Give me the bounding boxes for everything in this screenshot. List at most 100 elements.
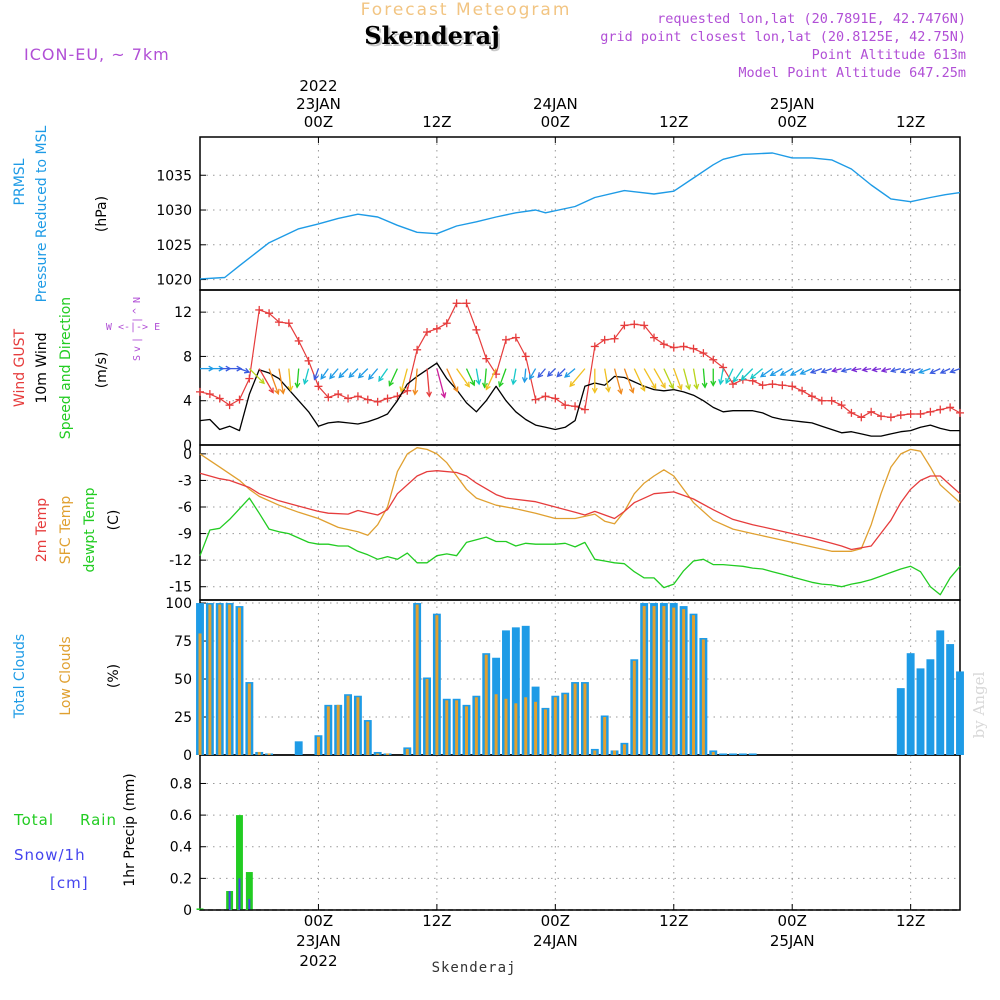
- arrow-shaft: [547, 368, 556, 377]
- arrow-head: [348, 372, 355, 379]
- gust-marker: [640, 321, 649, 330]
- gust-marker: [886, 413, 895, 422]
- arrow-shaft: [725, 368, 734, 384]
- low-cloud-bar: [543, 709, 547, 755]
- arrow-shaft: [268, 368, 279, 395]
- total-cloud-bar: [946, 644, 955, 755]
- arrow-head: [556, 371, 563, 378]
- gust-marker: [896, 411, 905, 420]
- arrow-shaft: [891, 367, 901, 372]
- arrow-head: [399, 386, 406, 393]
- arrow-head: [368, 374, 374, 381]
- wind-direction-arrow: [388, 368, 398, 387]
- gust-marker: [531, 395, 540, 404]
- arrow-head: [660, 382, 666, 389]
- total-cloud-bar: [719, 753, 728, 755]
- sfc-temp-line: [199, 447, 961, 552]
- total-cloud-bar: [738, 753, 747, 755]
- total-cloud-bar: [373, 751, 382, 755]
- wind-direction-arrow: [831, 367, 842, 373]
- arrow-head: [338, 372, 345, 379]
- arrow-shaft: [258, 368, 274, 393]
- arrow-shaft: [465, 368, 475, 386]
- arrow-shaft: [378, 368, 389, 382]
- wind-direction-arrow: [475, 368, 482, 386]
- gust-marker: [768, 380, 777, 389]
- y-tick-label: -3: [178, 473, 192, 489]
- arrow-shaft: [832, 367, 842, 372]
- bottom-date-label: 25JAN: [770, 932, 815, 950]
- low-cloud-bar: [692, 615, 695, 755]
- wind-direction-arrow: [313, 368, 320, 381]
- gust-marker: [561, 401, 570, 410]
- wind-direction-arrow: [692, 368, 700, 391]
- arrow-shaft: [862, 367, 872, 371]
- gust-marker: [442, 319, 451, 328]
- bottom-date-label: 23JAN: [296, 932, 341, 950]
- wind-direction-arrow: [861, 366, 872, 373]
- y-tick-label: 0: [183, 438, 192, 454]
- arrow-head: [701, 382, 708, 389]
- y-tick-label: 1030: [156, 203, 192, 219]
- y-tick-label: 0: [183, 447, 192, 463]
- top-date-label: 23JAN: [296, 95, 341, 113]
- arrow-head: [313, 374, 319, 381]
- arrow-shaft: [800, 368, 813, 375]
- wind-direction-arrow: [718, 368, 725, 386]
- bottom-time-axis: 00Z 12Z 00Z 12Z 00Z 12Z 23JAN 24JAN 25JAN 2022: [296, 904, 925, 970]
- low-cloud-bar: [672, 607, 676, 755]
- wind-direction-arrow: [789, 368, 803, 376]
- panel-5: 0 0.2 0.4 0.6 0.8: [170, 754, 961, 919]
- compass-up-bar: |: [132, 317, 143, 323]
- wind-direction-arrow: [485, 368, 497, 391]
- arrow-head: [918, 368, 925, 375]
- low-cloud-bar: [474, 697, 478, 755]
- low-cloud-bar: [583, 683, 587, 755]
- wind-direction-arrow: [287, 368, 294, 392]
- gust-marker: [709, 355, 718, 364]
- low-cloud-bar: [267, 753, 271, 755]
- dewpt-temp-label: dewpt Temp: [82, 487, 98, 572]
- arrow-shaft: [498, 368, 507, 387]
- low-cloud-bar: [613, 750, 617, 755]
- low-cloud-bar: [642, 606, 646, 755]
- prmsl-label: PRMSL: [12, 158, 28, 205]
- wind-direction-arrow: [446, 368, 459, 393]
- gust-marker: [817, 396, 826, 405]
- low-cloud-bar: [553, 697, 557, 755]
- arrow-head: [908, 368, 916, 374]
- compass-up-arrow: ^: [132, 308, 143, 314]
- y-tick-label: 0.4: [170, 840, 192, 856]
- gust-marker: [689, 344, 698, 353]
- arrow-shaft: [852, 367, 862, 371]
- top-date-label: 25JAN: [770, 95, 815, 113]
- arrow-head: [732, 376, 739, 383]
- wind-direction-arrow: [779, 368, 793, 376]
- arrow-shaft: [909, 367, 921, 374]
- wind-direction-arrow: [663, 368, 675, 390]
- wind-direction-arrow: [929, 368, 941, 375]
- gust-marker: [847, 408, 856, 417]
- low-cloud-bar: [425, 679, 429, 755]
- wind-direction-arrow: [643, 368, 657, 390]
- wind-direction-arrow: [725, 368, 734, 385]
- arrow-head: [651, 383, 657, 390]
- gust-marker: [551, 394, 560, 403]
- top-time-label: 00Z: [778, 113, 807, 131]
- gust-marker: [423, 328, 432, 337]
- arrow-head: [591, 387, 598, 394]
- wind-direction-arrow: [949, 367, 961, 374]
- gust-marker: [353, 392, 362, 401]
- low-cloud-bar: [514, 703, 518, 755]
- arrow-head: [546, 371, 553, 377]
- gust-marker: [936, 405, 945, 414]
- arrow-head: [809, 368, 817, 374]
- wind-direction-arrow: [653, 368, 666, 389]
- y-tick-label: 50: [174, 672, 192, 688]
- total-cloud-bar: [511, 627, 520, 755]
- wind-direction-arrow: [426, 368, 432, 398]
- bottom-time-label: 12Z: [659, 912, 688, 930]
- wind-direction-arrow: [880, 367, 892, 373]
- arrow-head: [510, 378, 517, 386]
